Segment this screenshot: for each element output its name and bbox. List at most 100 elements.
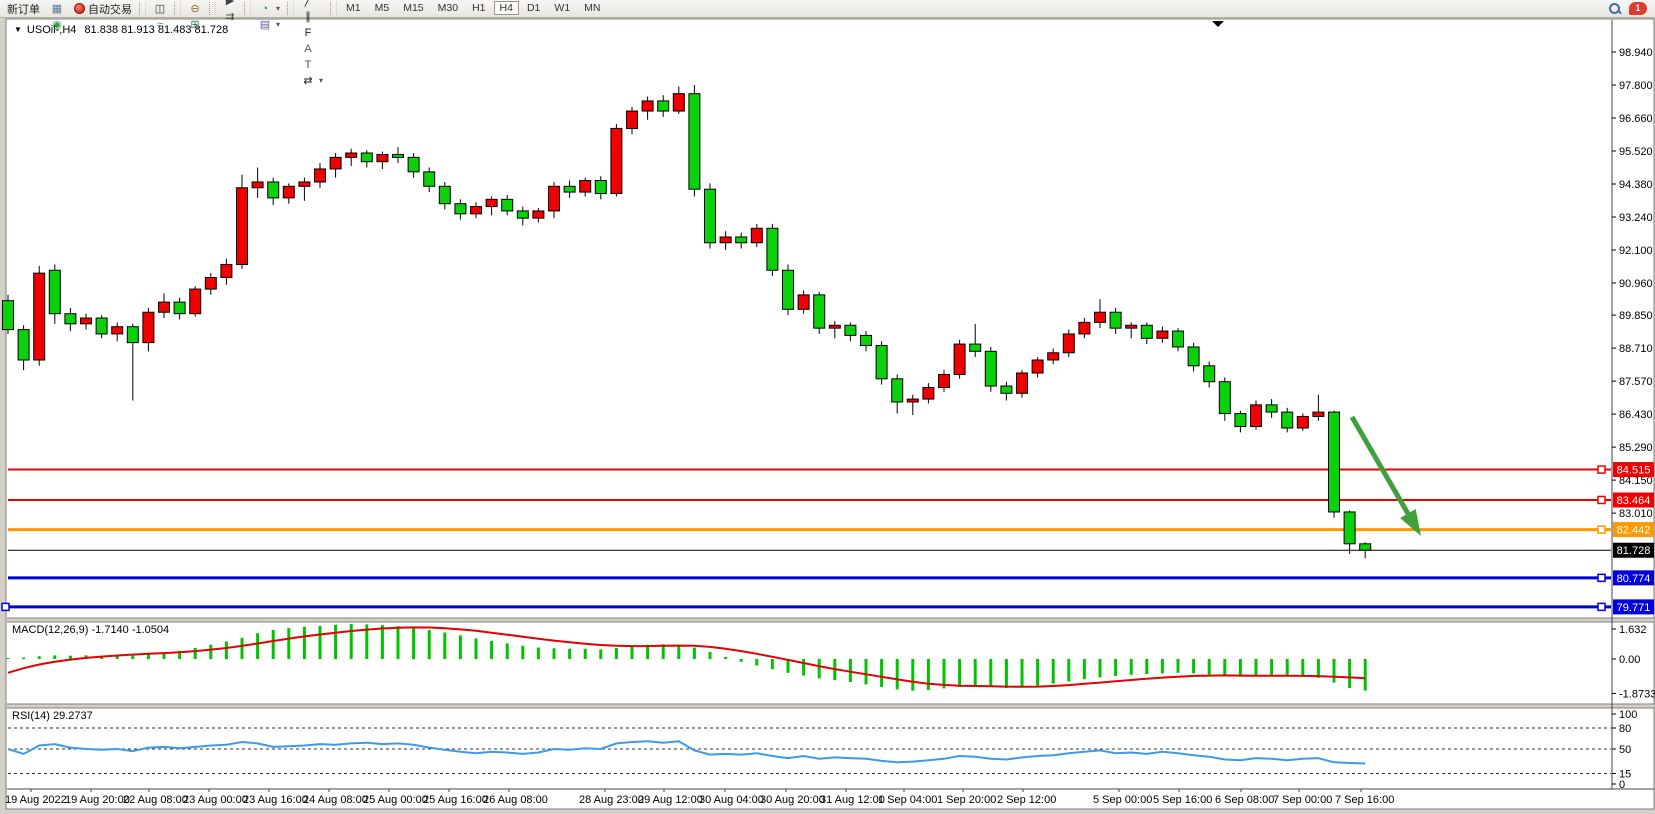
candle-body xyxy=(470,206,482,215)
down-arrow-object[interactable] xyxy=(1349,415,1411,515)
candle-body xyxy=(360,152,373,163)
label-icon[interactable]: T xyxy=(296,57,328,73)
channel-icon: ∥ xyxy=(305,10,311,23)
badge-text: 79.771 xyxy=(1617,602,1651,614)
timeframe-button-m1[interactable]: M1 xyxy=(346,2,361,14)
candle-body xyxy=(251,181,264,189)
pane-splitter[interactable] xyxy=(7,618,1654,622)
time-axis-label: 30 Aug 04:00 xyxy=(699,794,764,806)
price-tick-label: 93.240 xyxy=(1619,212,1653,224)
candle-body xyxy=(1047,352,1060,361)
rsi-line xyxy=(7,740,1366,765)
fibonacci-icon[interactable]: F xyxy=(296,25,328,41)
rsi-axis-label: 15 xyxy=(1619,769,1631,781)
chevron-down-icon[interactable]: ▾ xyxy=(276,4,281,13)
time-axis-label: 24 Aug 08:00 xyxy=(303,794,368,806)
navigator-icon[interactable]: ◉ xyxy=(45,17,69,33)
toolbar-separator xyxy=(174,2,181,15)
candle-body xyxy=(548,185,560,212)
timeframe-button-m30[interactable]: M30 xyxy=(437,2,459,14)
period-clock-icon[interactable]: ◔ ▾ xyxy=(253,1,285,17)
timeframe-button-m15[interactable]: M15 xyxy=(403,2,424,14)
trendline-icon[interactable]: ╱ xyxy=(296,0,328,9)
candle-body xyxy=(1172,330,1184,348)
candle-body xyxy=(953,343,966,375)
price-badge-82.442: 82.442 xyxy=(1613,522,1654,538)
template-icon[interactable]: ▤ ▾ xyxy=(253,17,285,33)
badge-box xyxy=(1613,492,1654,508)
candle-body xyxy=(1031,359,1044,374)
candlestick-chart-icon[interactable]: ◫ xyxy=(148,1,172,17)
line-handle[interactable] xyxy=(1597,465,1606,474)
candle-body xyxy=(797,294,810,310)
chart-collapse-icon[interactable]: ▼ xyxy=(14,25,22,34)
candle-body xyxy=(860,334,872,347)
candle-body xyxy=(984,350,997,387)
candle-body xyxy=(173,301,186,315)
candle-body xyxy=(938,373,950,388)
price-badge-83.464: 83.464 xyxy=(1613,492,1654,508)
timeframe-button-h4[interactable]: H4 xyxy=(493,1,519,15)
line-handle[interactable] xyxy=(1597,573,1606,583)
time-axis-label: 5 Sep 00:00 xyxy=(1093,794,1152,806)
line-handle[interactable] xyxy=(1597,602,1606,612)
price-tick-label: 84.150 xyxy=(1619,475,1653,487)
candle-body xyxy=(735,236,748,244)
text-icon[interactable]: A xyxy=(296,41,328,57)
down-arrow-head[interactable] xyxy=(1400,508,1421,536)
main-toolbar: 新订单 ◆▦◉ 自动交易 ▥◫≈ ⊕⊖⊞ ▶⇉ +▾◔▾▤▾ ↖+│─╱∥FAT… xyxy=(0,0,1655,87)
chart-shift-icon[interactable]: ⇉ xyxy=(218,9,242,25)
candle-body xyxy=(594,180,607,195)
line-handle[interactable] xyxy=(1597,525,1606,534)
new-order-button[interactable]: 新订单 xyxy=(2,1,45,17)
candle-body xyxy=(1234,413,1247,428)
chevron-down-icon[interactable]: ▾ xyxy=(276,20,281,29)
timeframe-button-h1[interactable]: H1 xyxy=(472,2,486,14)
time-axis-label: 30 Aug 20:00 xyxy=(760,794,825,806)
chevron-down-icon[interactable]: ▾ xyxy=(319,76,324,85)
time-axis-label: 1 Sep 20:00 xyxy=(937,794,996,806)
template-icon: ▤ xyxy=(259,18,271,31)
notifications-icon[interactable]: 1 xyxy=(1629,2,1647,15)
arrows-icon: ⇄ xyxy=(303,74,313,87)
timeframe-button-mn[interactable]: MN xyxy=(584,2,601,14)
timeframe-button-w1[interactable]: W1 xyxy=(554,2,571,14)
auto-scroll-icon[interactable]: ▶ xyxy=(218,0,242,9)
line-chart-icon[interactable]: ≈ xyxy=(148,17,172,33)
navigator-icon: ◉ xyxy=(52,18,62,31)
price-tick-label: 88.710 xyxy=(1619,343,1653,355)
timeframe-button-d1[interactable]: D1 xyxy=(526,2,541,14)
timeframe-button-m5[interactable]: M5 xyxy=(374,2,390,14)
toolbar-separator xyxy=(209,2,216,15)
candle-body xyxy=(1109,311,1122,329)
tile-windows-icon[interactable]: ⊞ xyxy=(183,17,207,33)
arrows-icon[interactable]: ⇄ ▾ xyxy=(296,73,328,89)
candle-body xyxy=(1094,311,1106,323)
macd-indicator-label: MACD(12,26,9) -1.7140 -1.0504 xyxy=(12,624,169,636)
badge-box xyxy=(1613,542,1654,558)
candle-body xyxy=(1016,372,1028,394)
zoom-out-icon[interactable]: ⊖ xyxy=(183,1,207,17)
channel-icon[interactable]: ∥ xyxy=(296,9,328,25)
candle-body xyxy=(142,311,155,344)
chart-shift-marker[interactable] xyxy=(1212,21,1224,27)
pane-splitter[interactable] xyxy=(7,704,1654,708)
candle-body xyxy=(1328,411,1340,513)
price-axis[interactable]: 98.940 97.800 96.660 95.520 94.380 93.240 92.1… xyxy=(1612,47,1653,520)
candle-body xyxy=(672,93,685,112)
rsi-axis-label: 0 xyxy=(1619,779,1625,791)
candle-body xyxy=(454,203,467,215)
data-window-icon[interactable]: ▦ xyxy=(45,1,69,17)
label-icon: T xyxy=(304,58,312,71)
time-axis-label: 28 Aug 23:00 xyxy=(579,794,644,806)
candle-body xyxy=(2,300,14,331)
line-handle[interactable] xyxy=(1,602,10,612)
search-icon[interactable] xyxy=(1608,2,1621,15)
candle-body xyxy=(1203,365,1216,383)
autotrading-status-icon xyxy=(74,3,85,14)
candle-body xyxy=(423,171,436,187)
line-handle[interactable] xyxy=(1597,495,1606,505)
autotrading-button[interactable]: 自动交易 xyxy=(69,1,137,17)
